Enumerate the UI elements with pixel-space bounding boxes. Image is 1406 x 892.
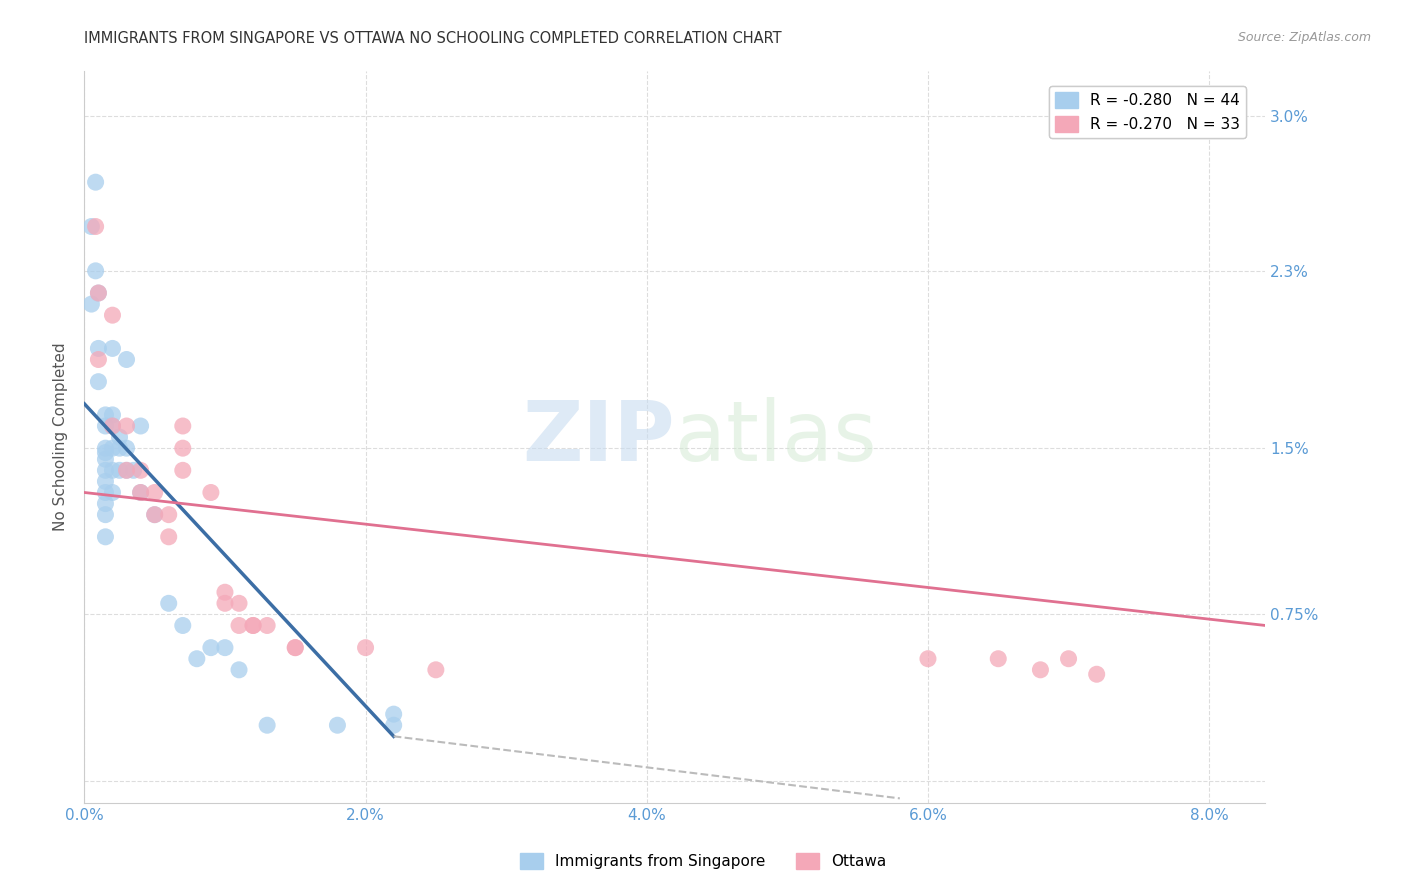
Point [425,663,447,677]
Point [172,463,194,477]
Point [256,618,278,632]
Point [382,707,405,722]
Point [172,441,194,455]
Point [143,508,166,522]
Point [1085,667,1108,681]
Text: IMMIGRANTS FROM SINGAPORE VS OTTAWA NO SCHOOLING COMPLETED CORRELATION CHART: IMMIGRANTS FROM SINGAPORE VS OTTAWA NO S… [84,31,782,46]
Point [917,651,939,665]
Point [108,441,131,455]
Point [242,618,264,632]
Point [84,219,107,234]
Point [172,419,194,434]
Point [157,530,180,544]
Point [94,497,117,511]
Point [1029,663,1052,677]
Point [157,508,180,522]
Point [284,640,307,655]
Point [108,463,131,477]
Legend: Immigrants from Singapore, Ottawa: Immigrants from Singapore, Ottawa [513,847,893,875]
Point [80,297,103,311]
Point [94,408,117,422]
Point [354,640,377,655]
Point [87,342,110,356]
Point [94,452,117,467]
Point [200,640,222,655]
Text: atlas: atlas [675,397,876,477]
Point [94,463,117,477]
Point [115,463,138,477]
Point [94,475,117,489]
Point [87,375,110,389]
Point [87,352,110,367]
Point [326,718,349,732]
Point [94,419,117,434]
Point [101,441,124,455]
Point [129,485,152,500]
Point [94,485,117,500]
Point [228,663,250,677]
Point [157,596,180,610]
Point [115,463,138,477]
Legend: R = -0.280   N = 44, R = -0.270   N = 33: R = -0.280 N = 44, R = -0.270 N = 33 [1049,87,1246,138]
Point [101,485,124,500]
Point [129,485,152,500]
Point [382,718,405,732]
Point [80,219,103,234]
Point [214,640,236,655]
Point [101,408,124,422]
Y-axis label: No Schooling Completed: No Schooling Completed [53,343,69,532]
Point [143,485,166,500]
Point [115,441,138,455]
Point [101,419,124,434]
Point [87,285,110,300]
Point [200,485,222,500]
Point [115,419,138,434]
Point [228,596,250,610]
Point [94,508,117,522]
Point [87,285,110,300]
Point [214,585,236,599]
Point [987,651,1010,665]
Point [129,463,152,477]
Point [101,419,124,434]
Point [228,618,250,632]
Point [284,640,307,655]
Point [84,175,107,189]
Point [1057,651,1080,665]
Point [172,618,194,632]
Point [214,596,236,610]
Point [101,463,124,477]
Point [101,342,124,356]
Point [84,264,107,278]
Point [143,508,166,522]
Point [101,308,124,322]
Point [115,352,138,367]
Point [186,651,208,665]
Text: Source: ZipAtlas.com: Source: ZipAtlas.com [1237,31,1371,45]
Point [242,618,264,632]
Point [94,530,117,544]
Point [129,419,152,434]
Point [94,441,117,455]
Point [122,463,145,477]
Point [108,430,131,444]
Point [256,718,278,732]
Point [94,445,117,459]
Text: ZIP: ZIP [523,397,675,477]
